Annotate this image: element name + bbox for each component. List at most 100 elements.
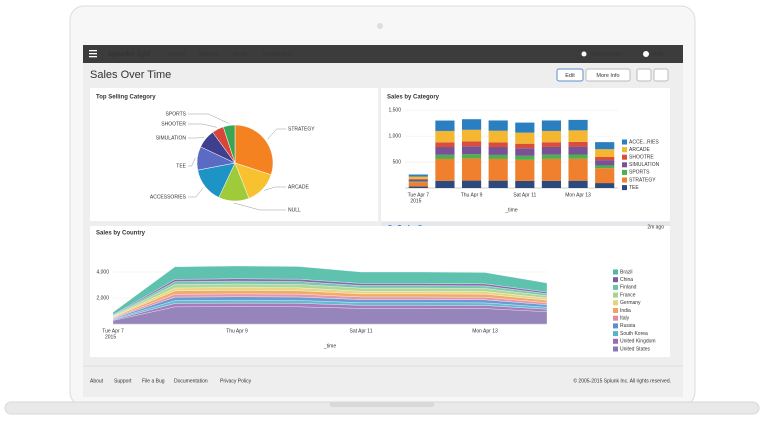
- bar-segment: [435, 158, 455, 181]
- bar-segment: [595, 168, 615, 184]
- pie-slice: [222, 124, 236, 164]
- footer-link[interactable]: Support: [114, 378, 132, 384]
- bar-segment: [541, 146, 562, 155]
- print-button[interactable]: [653, 68, 669, 82]
- bar-segment: [568, 180, 588, 188]
- legend-swatch: [613, 292, 618, 298]
- user-menu[interactable]: Administrator: [590, 51, 623, 57]
- slice-label: ACCESSORIES: [150, 194, 187, 200]
- button-label[interactable]: More Info: [596, 73, 619, 79]
- slice-label: SPORTS: [166, 111, 187, 117]
- x-tick-label: Tue Apr 7: [408, 192, 430, 198]
- bar-segment: [435, 130, 455, 143]
- legend-label: SPORTS: [629, 170, 650, 176]
- bar-segment: [435, 147, 455, 155]
- x-axis-title: _time: [504, 207, 517, 213]
- product: light: [137, 51, 150, 58]
- legend-label: Finland: [620, 285, 637, 291]
- footer-link[interactable]: Documentation: [174, 378, 208, 384]
- legend-label: Germany: [620, 300, 641, 306]
- y-tick-label: 500: [393, 159, 402, 165]
- legend-swatch: [613, 315, 618, 321]
- x-tick-label: Thu Apr 9: [461, 192, 483, 198]
- leader-line: [188, 113, 229, 124]
- bar-segment: [408, 182, 428, 187]
- bar-segment: [461, 146, 482, 155]
- legend-swatch: [613, 338, 618, 344]
- nav-item[interactable]: Alerts: [233, 51, 247, 57]
- bar-segment: [488, 120, 508, 131]
- legend-label: ACCE...RIES: [629, 139, 659, 145]
- bar-segment: [568, 141, 588, 147]
- legend-swatch: [613, 269, 618, 275]
- bar-segment: [408, 186, 428, 188]
- bar-segment: [595, 149, 615, 157]
- button-label[interactable]: Edit: [565, 73, 575, 79]
- panel-title: Top Selling Category: [96, 95, 156, 101]
- page-title: Sales Over Time: [90, 69, 171, 81]
- footer-link[interactable]: File a Bug: [142, 378, 165, 384]
- bar-segment: [595, 156, 615, 161]
- footer-link[interactable]: Privacy Policy: [220, 378, 252, 384]
- x-tick-label: Mon Apr 13: [565, 192, 591, 198]
- leader-line: [267, 128, 286, 140]
- slice-label: STRATEGY: [288, 126, 315, 132]
- bar-segment: [435, 180, 455, 188]
- bar-segment: [541, 158, 562, 181]
- legend-swatch: [622, 139, 627, 145]
- logo: splunk>: [108, 51, 135, 58]
- bar-segment: [488, 180, 508, 188]
- footer-link[interactable]: About: [90, 378, 104, 384]
- bar-segment: [568, 146, 588, 155]
- button[interactable]: [585, 68, 631, 82]
- user-icon: [581, 51, 587, 57]
- menu-icon[interactable]: [89, 50, 97, 58]
- legend-label: TEE: [629, 185, 639, 191]
- x-axis-title: _time: [323, 343, 336, 349]
- area: [112, 265, 548, 316]
- bar-segment: [568, 130, 588, 142]
- bar-segment: [568, 158, 588, 181]
- panel-status: 2m ago: [647, 224, 664, 230]
- leader-line: [264, 186, 286, 191]
- bar-segment: [515, 122, 535, 133]
- legend-label: United States: [620, 346, 651, 352]
- slice-label: ARCADE: [288, 184, 310, 190]
- legend-label: Russia: [620, 323, 636, 329]
- bar-segment: [595, 165, 615, 169]
- bar-segment: [595, 160, 615, 166]
- area: [112, 306, 548, 325]
- bar-segment: [568, 119, 588, 131]
- export-button[interactable]: [636, 68, 652, 82]
- x-tick-label: Thu Apr 9: [226, 328, 248, 334]
- nav-item[interactable]: Reports: [199, 51, 219, 57]
- panel-title: Sales by Category: [387, 95, 440, 101]
- legend-label: SIMULATION: [629, 162, 660, 168]
- bar-segment: [408, 179, 428, 182]
- bar-segment: [435, 120, 455, 131]
- slice-label: SIMULATION: [156, 135, 187, 141]
- bar-segment: [541, 180, 562, 188]
- legend-swatch: [613, 308, 618, 313]
- nav-item[interactable]: Search: [168, 51, 185, 57]
- panel-title: Sales by Country: [96, 231, 146, 237]
- bar-segment: [488, 142, 508, 148]
- legend-swatch: [613, 284, 618, 290]
- legend-swatch: [613, 323, 618, 329]
- y-tick-label: 4,000: [96, 269, 109, 275]
- bar-segment: [541, 120, 562, 131]
- button[interactable]: [556, 68, 584, 82]
- legend-label: South Korea: [620, 331, 648, 337]
- nav-item[interactable]: Dashboards: [263, 51, 293, 57]
- x-tick-label: Mon Apr 13: [472, 328, 498, 334]
- leader-line: [233, 202, 286, 211]
- legend-label: SHOOTRE: [629, 155, 654, 161]
- bar-segment: [408, 181, 428, 183]
- legend-label: United Kingdom: [620, 339, 656, 345]
- bar-segment: [515, 148, 535, 156]
- bar-segment: [461, 119, 482, 130]
- help-menu[interactable]: Help: [652, 51, 663, 57]
- y-tick-label: 1,000: [388, 133, 401, 139]
- bar-segment: [541, 142, 562, 147]
